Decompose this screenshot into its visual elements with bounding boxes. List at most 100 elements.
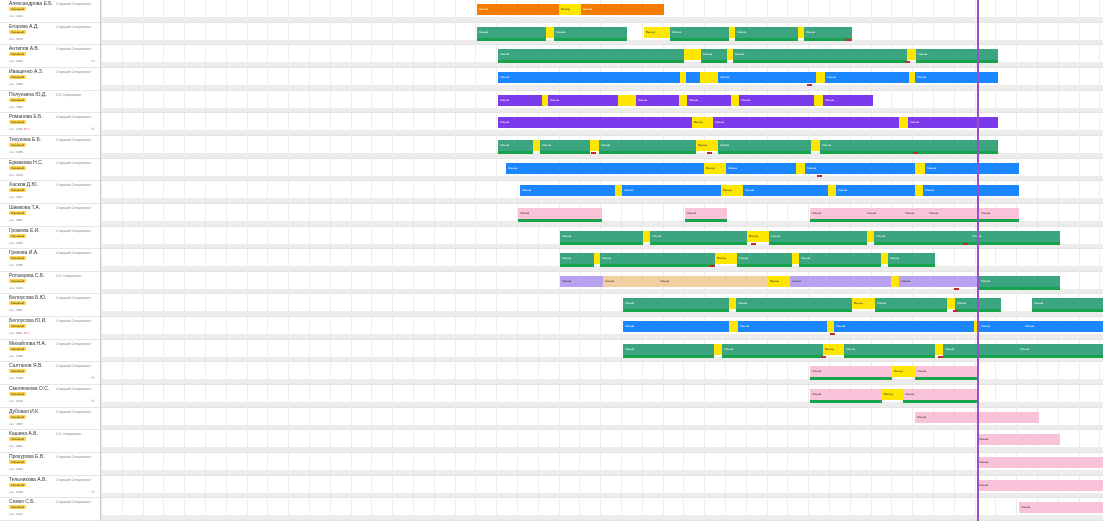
shift-block[interactable]: Смена: [623, 298, 729, 310]
break-block[interactable]: [792, 253, 799, 265]
break-block[interactable]: [700, 71, 718, 83]
shift-block[interactable]: Смена: [823, 94, 873, 106]
shift-block[interactable]: Смена: [804, 26, 852, 38]
employee-name[interactable]: Семко С.Б.: [9, 499, 35, 506]
shift-block[interactable]: Смена: [735, 26, 798, 38]
shift-block[interactable]: Смена: [1019, 502, 1103, 514]
shift-block[interactable]: Смена: [498, 139, 533, 151]
shift-block[interactable]: Смена: [623, 343, 714, 355]
employee-row[interactable]: Громова Е.И. Старший Специалист Сменный …: [0, 227, 100, 250]
break-block[interactable]: [798, 26, 804, 38]
break-block[interactable]: [915, 185, 923, 197]
employee-row[interactable]: Дубовая И.К. Старший Специалист Сменный …: [0, 408, 100, 431]
shift-block[interactable]: Смена: [925, 162, 1019, 174]
break-block[interactable]: [729, 321, 738, 333]
employee-name[interactable]: Шимкова Т.А.: [9, 204, 41, 211]
break-block[interactable]: [947, 298, 955, 310]
employee-name[interactable]: Белоусова Б.Ю.: [9, 295, 47, 302]
employee-name[interactable]: Кашина А.В.: [9, 431, 38, 438]
break-block[interactable]: [615, 185, 622, 197]
break-block[interactable]: [546, 26, 554, 38]
shift-block[interactable]: Смена: [810, 366, 892, 378]
employee-name[interactable]: Михайлова Н.А.: [9, 340, 47, 347]
shift-block[interactable]: Смена: [636, 94, 679, 106]
employee-row[interactable]: Белоусова Б.Ю. Старший Специалист Сменны…: [0, 294, 100, 318]
shift-block[interactable]: Смена: [834, 321, 974, 333]
shift-block[interactable]: Смена: [736, 298, 852, 310]
employee-name[interactable]: Белоусова Ю.И.: [9, 318, 47, 325]
break-block[interactable]: Выход: [696, 139, 718, 151]
employee-row[interactable]: Грекова И.А. Старший Специалист Сменный …: [0, 249, 100, 272]
shift-block[interactable]: Смена: [825, 71, 909, 83]
shift-block[interactable]: Смена: [687, 94, 731, 106]
shift-block[interactable]: Смена: [977, 434, 1060, 446]
break-block[interactable]: [891, 275, 899, 287]
shift-block[interactable]: Смена: [810, 389, 882, 401]
shift-block[interactable]: Смена: [670, 26, 729, 38]
break-block[interactable]: [974, 321, 979, 333]
shift-block[interactable]: Смена: [844, 343, 935, 355]
employee-row[interactable]: Смоленкова О.С. Старший Специалист Сменн…: [0, 385, 100, 408]
shift-block[interactable]: Смена: [498, 94, 542, 106]
shift-block[interactable]: Смена: [622, 185, 721, 197]
shift-block[interactable]: Смена: [560, 230, 643, 242]
shift-block[interactable]: Смена: [979, 321, 1023, 333]
break-block[interactable]: [727, 49, 733, 61]
break-block[interactable]: [935, 343, 943, 355]
shift-block[interactable]: Смена: [865, 207, 903, 219]
shift-block[interactable]: Смена: [548, 94, 618, 106]
shift-block[interactable]: Смена: [874, 230, 970, 242]
shift-block[interactable]: Смена: [810, 207, 865, 219]
shift-block[interactable]: Смена: [650, 230, 747, 242]
employee-row[interactable]: Хасков Д.Ю. Старший Специалист Сменный т…: [0, 181, 100, 204]
break-block[interactable]: Выход: [715, 253, 737, 265]
shift-block[interactable]: Смена: [739, 94, 814, 106]
shift-block[interactable]: Смена: [899, 275, 979, 287]
shift-block[interactable]: Смена: [943, 343, 1018, 355]
break-block[interactable]: [828, 185, 836, 197]
shift-block[interactable]: Смена: [477, 4, 559, 15]
break-block[interactable]: [714, 343, 722, 355]
shift-block[interactable]: Смена: [498, 71, 680, 83]
employee-name[interactable]: Полункина Ю.Д.: [9, 91, 47, 98]
shift-block[interactable]: Смена: [685, 207, 727, 219]
shift-block[interactable]: Смена: [1023, 321, 1103, 333]
break-block[interactable]: [618, 94, 636, 106]
shift-block[interactable]: Смена: [743, 185, 828, 197]
shift-block[interactable]: Смена: [498, 49, 684, 61]
break-block[interactable]: Выход: [852, 298, 875, 310]
employee-name[interactable]: Салтанов Я.В.: [9, 363, 43, 370]
break-block[interactable]: [899, 117, 908, 129]
shift-block[interactable]: Смена: [1032, 298, 1103, 310]
employee-name[interactable]: Грекова И.А.: [9, 250, 39, 257]
employee-name[interactable]: Иващенко А.З.: [9, 68, 44, 75]
employee-name[interactable]: Романова Е.Б.: [9, 114, 43, 121]
shift-block[interactable]: Смена: [603, 275, 658, 287]
shift-block[interactable]: Смена: [722, 343, 823, 355]
break-block[interactable]: [533, 139, 540, 151]
break-block[interactable]: [915, 162, 925, 174]
employee-name[interactable]: Ермакова Н.С.: [9, 159, 44, 166]
employee-row[interactable]: Егорова А.Д. Старший Специалист Сменный …: [0, 23, 100, 46]
employee-row[interactable]: Тихунова Е.Б. Старший Специалист Сменный…: [0, 136, 100, 159]
employee-name[interactable]: Смоленкова О.С.: [9, 386, 50, 393]
break-block[interactable]: [909, 71, 915, 83]
employee-row[interactable]: Михайлова Н.А. Старший Специалист Сменны…: [0, 340, 100, 363]
break-block[interactable]: [680, 71, 686, 83]
shift-block[interactable]: Смена: [908, 117, 998, 129]
shift-block[interactable]: Смена: [498, 117, 692, 129]
employee-name[interactable]: Прокурова Е.В.: [9, 454, 45, 460]
employee-row[interactable]: Белоусова Ю.И. Старший Специалист Сменны…: [0, 317, 100, 340]
break-block[interactable]: Выход: [704, 162, 726, 174]
shift-block[interactable]: Смена: [1018, 343, 1103, 355]
break-block[interactable]: [643, 230, 650, 242]
break-block[interactable]: Выход: [692, 117, 713, 129]
break-block[interactable]: [731, 94, 739, 106]
shift-block[interactable]: Смена: [769, 230, 867, 242]
break-block[interactable]: Выход: [747, 230, 769, 242]
break-block[interactable]: [811, 139, 820, 151]
employee-row[interactable]: Ротанцева С.Б. СО Специалист Сменный тел…: [0, 272, 100, 295]
shift-block[interactable]: Смена: [903, 389, 978, 401]
break-block[interactable]: [827, 321, 834, 333]
shift-block[interactable]: Смена: [790, 275, 891, 287]
